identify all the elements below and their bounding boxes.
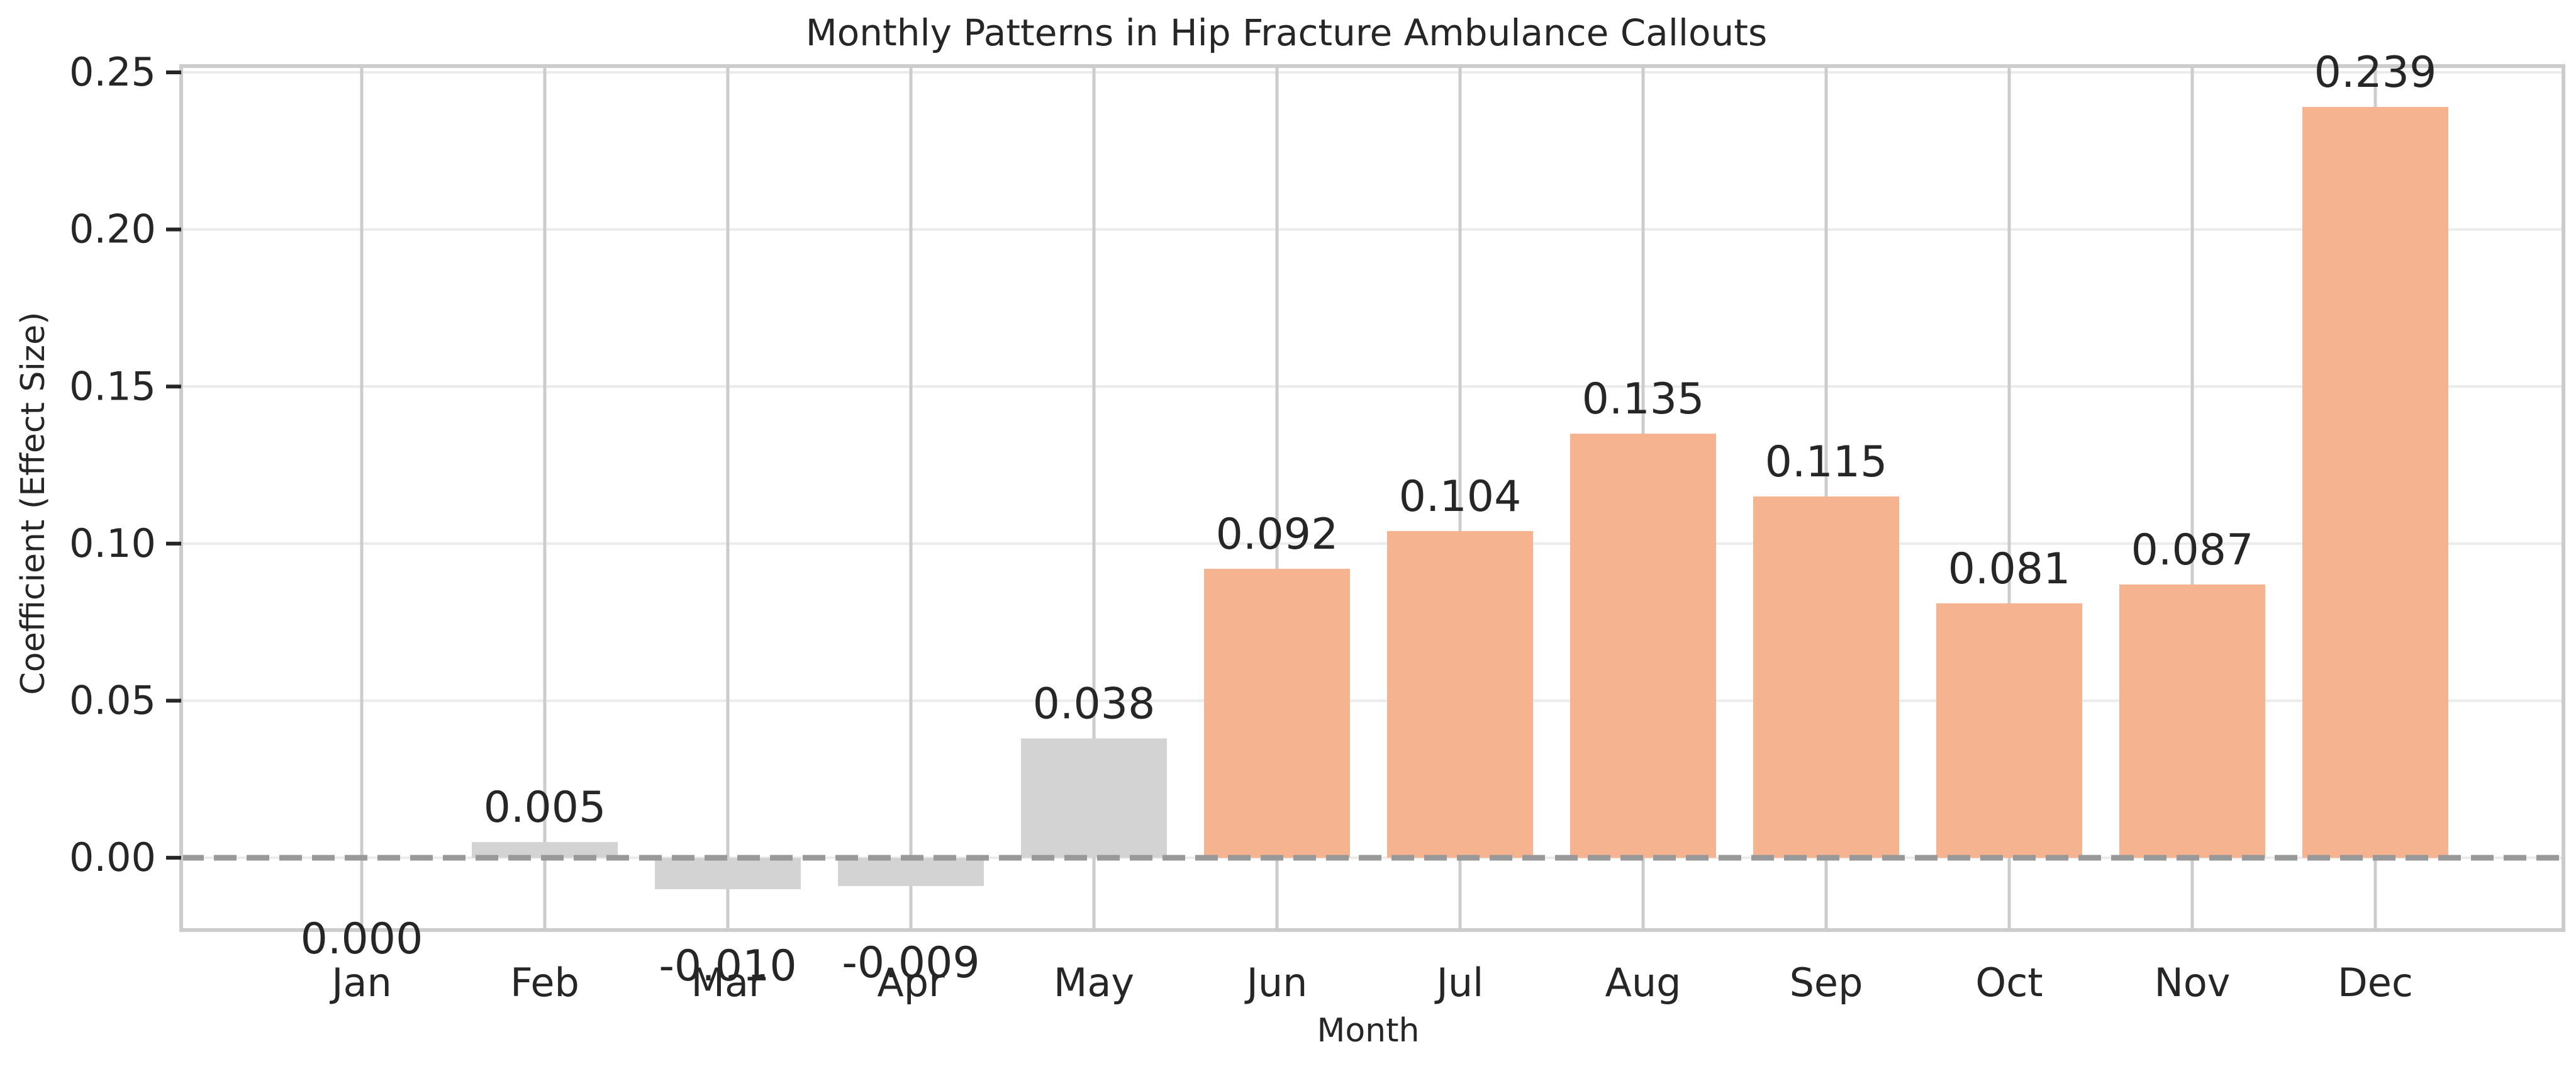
data-label: 0.000 — [301, 914, 423, 964]
y-tick-label: 0.05 — [69, 678, 156, 724]
data-label: 0.005 — [484, 783, 606, 833]
data-label: 0.087 — [2131, 525, 2254, 575]
bar-sep — [1753, 496, 1899, 858]
data-label: 0.239 — [2314, 48, 2437, 98]
bar-nov — [2119, 584, 2265, 858]
x-axis-label: Month — [1317, 1012, 1420, 1050]
data-label: -0.009 — [842, 938, 979, 988]
bar-dec — [2302, 106, 2448, 858]
data-label: -0.010 — [659, 941, 796, 991]
bar-mar — [655, 858, 801, 890]
x-tick-label: Jan — [329, 960, 392, 1006]
bar-jun — [1204, 568, 1350, 858]
y-tick-label: 0.20 — [69, 206, 156, 252]
x-tick-label: Dec — [2338, 960, 2413, 1006]
data-labels: 0.000 0.005 -0.010 -0.009 0.038 0.092 0.104 0.1… — [301, 48, 2437, 991]
x-tick-label: May — [1054, 960, 1134, 1006]
plot-frame — [179, 64, 2565, 932]
x-tick-label: Apr — [877, 960, 945, 1006]
data-label: 0.115 — [1765, 437, 1888, 487]
x-tick-label: Aug — [1605, 960, 1681, 1006]
x-tick-label: Nov — [2154, 960, 2230, 1006]
data-label: 0.104 — [1399, 472, 1522, 522]
y-axis-label: Coefficient (Effect Size) — [14, 312, 52, 695]
bar-jul — [1387, 530, 1533, 858]
y-tick-label: 0.15 — [69, 363, 156, 409]
x-tick-label: Oct — [1975, 960, 2043, 1006]
axes: 0.00 0.05 0.10 0.15 0.20 0.25 Jan Feb Mar Apr May J… — [69, 49, 2565, 1006]
y-tick-label: 0.00 — [69, 834, 156, 880]
x-tick-label: Mar — [691, 960, 765, 1006]
data-label: 0.135 — [1582, 374, 1705, 424]
data-label: 0.081 — [1948, 544, 2071, 594]
bar-aug — [1570, 434, 1716, 858]
bar-oct — [1936, 603, 2082, 858]
x-tick-label: Sep — [1790, 960, 1863, 1006]
bars — [472, 106, 2448, 890]
x-tick-label: Feb — [510, 960, 579, 1006]
bar-apr — [838, 858, 984, 887]
y-tick-label: 0.10 — [69, 520, 156, 566]
y-tick-label: 0.25 — [69, 49, 156, 95]
x-tick-label: Jul — [1434, 960, 1484, 1006]
chart-title: Monthly Patterns in Hip Fracture Ambulan… — [806, 11, 1768, 54]
x-tick-label: Jun — [1244, 960, 1308, 1006]
data-label: 0.092 — [1216, 510, 1339, 559]
data-label: 0.038 — [1033, 679, 1156, 729]
bar-may — [1021, 738, 1167, 858]
